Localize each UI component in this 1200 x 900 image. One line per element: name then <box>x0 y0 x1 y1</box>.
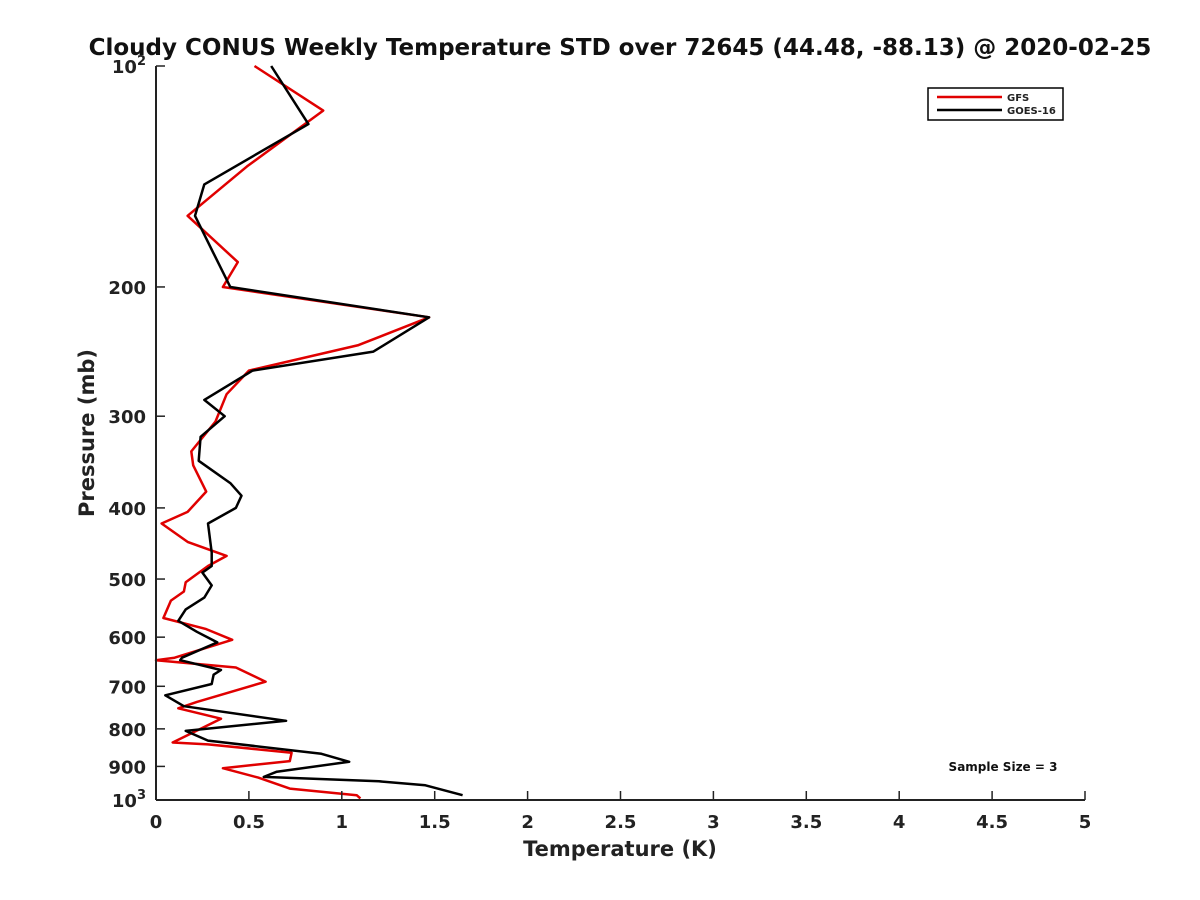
legend-label-goes-16: GOES-16 <box>1007 106 1056 117</box>
chart-title: Cloudy CONUS Weekly Temperature STD over… <box>89 35 1152 61</box>
x-tick-label: 4.5 <box>976 812 1008 833</box>
y-tick-label: 600 <box>108 628 146 649</box>
y-tick-label: 400 <box>108 499 146 520</box>
series-line-gfs <box>154 64 431 800</box>
tick-layer: 0 0.5 1 1.5 2 2.5 3 3.5 4 4.5 5 102 200 300 400 500 600 7… <box>108 54 1091 833</box>
legend-label-gfs: GFS <box>1007 93 1029 104</box>
legend-box <box>927 87 1064 121</box>
y-tick-label: 700 <box>108 677 146 698</box>
y-tick-label: 800 <box>108 720 146 741</box>
y-axis-label: Pressure (mb) <box>75 349 99 517</box>
y-tick-label: 300 <box>108 407 146 428</box>
legend: GFS GOES-16 <box>927 87 1064 121</box>
x-tick-label: 4 <box>893 812 906 833</box>
x-tick-label: 1.5 <box>419 812 451 833</box>
x-tick-label: 3.5 <box>790 812 822 833</box>
series-layer <box>154 64 463 800</box>
y-tick-label: 103 <box>112 788 146 812</box>
axes-layer <box>155 66 1085 801</box>
x-tick-label: 1 <box>336 812 349 833</box>
series-line-goes-16 <box>164 65 463 797</box>
y-tick-label: 102 <box>112 54 146 78</box>
y-tick-label: 500 <box>108 570 146 591</box>
x-tick-label: 3 <box>707 812 720 833</box>
x-tick-label: 0.5 <box>233 812 265 833</box>
x-tick-label: 0 <box>150 812 163 833</box>
x-tick-label: 2 <box>521 812 534 833</box>
y-tick-label: 900 <box>108 757 146 778</box>
x-axis-label: Temperature (K) <box>523 837 717 861</box>
x-tick-label: 2.5 <box>605 812 637 833</box>
y-tick-label: 200 <box>108 278 146 299</box>
x-tick-label: 5 <box>1079 812 1092 833</box>
sample-size-annotation: Sample Size = 3 <box>949 760 1058 774</box>
